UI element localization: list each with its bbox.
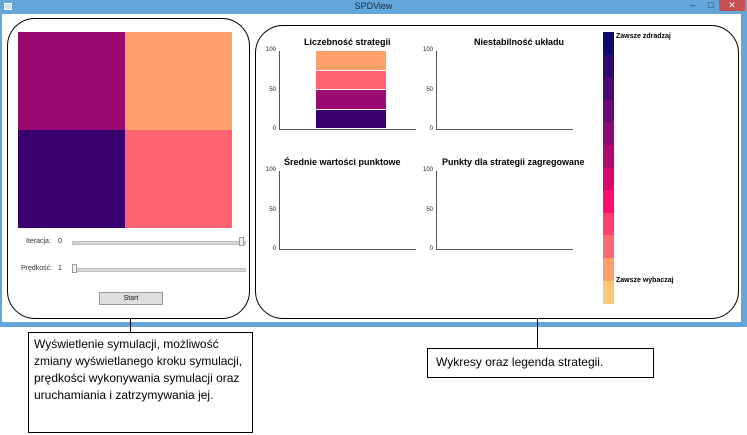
bar-segment [316,90,386,109]
chart-title: Średnie wartości punktowe [284,157,401,167]
chart-plot-area [436,51,573,130]
legend-swatch [603,280,614,304]
chart-title: Liczebność strategii [304,37,391,47]
y-tick-label: 0 [429,126,433,132]
y-tick-label: 50 [269,86,276,93]
speed-value: 1 [58,265,62,272]
iteration-slider-thumb[interactable] [239,237,244,246]
window-icon [4,3,12,10]
y-tick-label: 50 [426,86,433,93]
legend-swatch [603,190,614,214]
left-callout-connector [130,318,131,332]
start-button[interactable]: Start [99,292,163,305]
y-tick-label: 0 [429,246,433,252]
bar-segment [316,51,386,70]
window-client: Iteracja: 0 Prędkość: 1 Start Liczebność… [2,14,741,322]
y-tick-label: 100 [422,47,433,53]
charts-panel-outline [255,25,739,319]
simulation-panel-outline [7,18,250,319]
legend-bottom-label: Zawsze wybaczaj [616,277,674,284]
y-tick-label: 50 [426,206,433,213]
speed-label: Prędkość: [21,265,53,272]
legend-swatch [603,212,614,236]
chart-title: Punkty dla strategii zagregowane [442,157,585,167]
y-tick-label: 100 [265,47,276,53]
y-tick-label: 0 [272,246,276,252]
y-tick-label: 0 [272,126,276,132]
grid-cell [125,130,232,228]
maximize-button[interactable]: □ [708,0,714,10]
grid-cell [125,32,232,130]
right-callout-connector [537,318,538,348]
bar-segment [316,70,386,89]
title-bar[interactable]: SPDView – □ ✕ [0,0,747,14]
speed-slider-thumb[interactable] [72,264,77,273]
legend-swatch [603,99,614,123]
close-button[interactable]: ✕ [719,0,745,11]
legend-swatch [603,122,614,146]
legend-swatch [603,167,614,191]
right-callout: Wykresy oraz legenda strategii. [427,348,654,378]
chart-plot-area [279,171,416,250]
grid-cell [18,32,125,130]
legend-swatch [603,54,614,78]
legend-swatch [603,258,614,282]
chart-plot-area [279,51,416,130]
chart-title: Niestabilność układu [474,37,565,47]
legend-swatch [603,145,614,169]
left-callout: Wyświetlenie symulacji, możliwość zmiany… [28,332,253,433]
app-window: SPDView – □ ✕ Iteracja: 0 Prędkość: 1 St… [0,0,747,327]
y-tick-label: 100 [422,167,433,173]
iteration-value: 0 [58,238,62,245]
window-title: SPDView [354,1,393,11]
grid-cell [18,130,125,228]
chart-plot-area [436,171,573,250]
legend-swatch [603,77,614,101]
y-tick-label: 100 [265,167,276,173]
minimize-button[interactable]: – [690,0,696,10]
bar-segment [316,109,386,128]
legend-top-label: Zawsze zdradzaj [616,33,671,40]
legend-swatch [603,235,614,259]
y-tick-label: 50 [269,206,276,213]
legend-swatch [603,32,614,56]
speed-slider-track[interactable] [72,268,246,272]
iteration-label: Iteracja: [26,238,51,245]
iteration-slider-track[interactable] [72,241,246,245]
